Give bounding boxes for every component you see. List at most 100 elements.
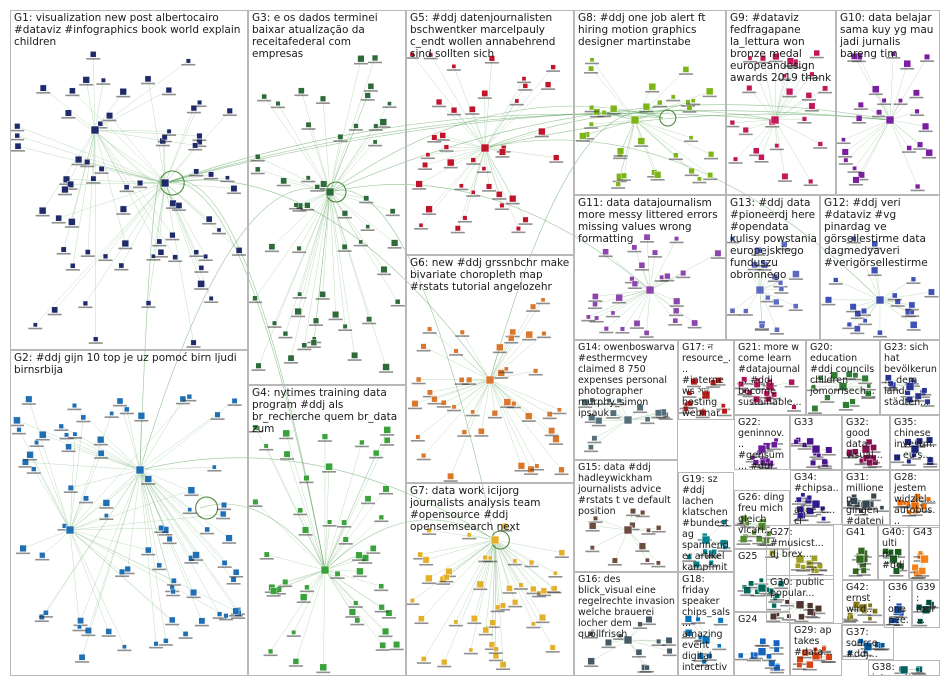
user-node[interactable]	[721, 519, 727, 525]
user-node[interactable]	[481, 166, 487, 171]
user-node[interactable]	[453, 348, 459, 354]
user-node[interactable]	[364, 92, 371, 99]
user-node[interactable]	[341, 210, 348, 217]
user-node[interactable]	[198, 617, 206, 625]
user-node[interactable]	[365, 224, 370, 229]
user-node[interactable]	[327, 519, 333, 525]
user-node[interactable]	[741, 376, 748, 383]
user-node[interactable]	[784, 599, 790, 605]
user-node[interactable]	[672, 317, 679, 324]
user-node[interactable]	[225, 175, 230, 180]
user-node[interactable]	[427, 389, 433, 396]
user-node[interactable]	[503, 398, 511, 406]
user-node[interactable]	[539, 614, 546, 621]
user-node[interactable]	[389, 208, 396, 214]
user-node[interactable]	[813, 647, 818, 652]
user-node[interactable]	[637, 621, 643, 627]
user-node[interactable]	[373, 449, 380, 457]
user-node[interactable]	[833, 277, 839, 283]
user-node[interactable]	[688, 167, 695, 174]
user-node[interactable]	[906, 145, 912, 151]
user-node[interactable]	[489, 619, 496, 626]
user-node[interactable]	[356, 567, 364, 575]
user-node[interactable]	[814, 568, 820, 574]
user-node[interactable]	[166, 128, 172, 134]
user-node[interactable]	[896, 499, 904, 506]
user-node[interactable]	[538, 127, 546, 136]
user-node[interactable]	[759, 323, 765, 329]
user-node[interactable]	[425, 574, 433, 582]
user-node[interactable]	[319, 291, 326, 298]
user-node[interactable]	[415, 376, 422, 383]
user-node[interactable]	[32, 322, 38, 328]
user-node[interactable]	[366, 316, 373, 323]
user-node[interactable]	[14, 142, 22, 150]
user-node[interactable]	[493, 646, 499, 652]
user-node[interactable]	[857, 638, 864, 644]
user-node[interactable]	[753, 381, 761, 388]
user-node[interactable]	[861, 374, 869, 382]
user-node[interactable]	[893, 454, 901, 461]
hub-node[interactable]	[485, 375, 495, 385]
user-node[interactable]	[90, 51, 97, 58]
user-node[interactable]	[854, 310, 862, 317]
user-node[interactable]	[39, 552, 46, 559]
user-node[interactable]	[64, 109, 72, 117]
user-node[interactable]	[359, 439, 365, 446]
user-node[interactable]	[925, 599, 933, 606]
user-node[interactable]	[659, 274, 664, 280]
user-node[interactable]	[771, 273, 778, 280]
user-node[interactable]	[915, 183, 921, 190]
user-node[interactable]	[602, 248, 609, 255]
user-node[interactable]	[588, 522, 597, 530]
user-node[interactable]	[425, 205, 433, 213]
user-node[interactable]	[518, 582, 524, 588]
user-node[interactable]	[630, 508, 636, 514]
user-node[interactable]	[717, 643, 722, 649]
user-node[interactable]	[540, 297, 546, 303]
user-node[interactable]	[773, 646, 780, 653]
user-node[interactable]	[230, 185, 238, 192]
user-node[interactable]	[221, 502, 227, 508]
user-node[interactable]	[769, 550, 775, 556]
user-node[interactable]	[751, 530, 757, 536]
user-node[interactable]	[893, 567, 900, 575]
user-node[interactable]	[216, 611, 223, 617]
user-node[interactable]	[773, 639, 780, 647]
user-node[interactable]	[102, 253, 109, 259]
user-node[interactable]	[60, 246, 67, 253]
user-node[interactable]	[811, 555, 818, 562]
user-node[interactable]	[342, 323, 348, 329]
user-node[interactable]	[478, 428, 485, 435]
user-node[interactable]	[620, 326, 625, 332]
user-node[interactable]	[917, 618, 924, 625]
user-node[interactable]	[119, 205, 127, 213]
user-node[interactable]	[305, 121, 312, 128]
user-node[interactable]	[124, 565, 131, 573]
user-node[interactable]	[395, 299, 401, 305]
user-node[interactable]	[494, 604, 501, 611]
user-node[interactable]	[861, 308, 867, 314]
user-node[interactable]	[51, 306, 58, 314]
hub-node[interactable]	[861, 499, 871, 509]
user-node[interactable]	[774, 143, 780, 149]
user-node[interactable]	[680, 270, 687, 277]
user-node[interactable]	[635, 648, 643, 656]
user-node[interactable]	[470, 615, 478, 622]
user-node[interactable]	[595, 417, 603, 425]
user-node[interactable]	[387, 101, 392, 106]
user-node[interactable]	[633, 320, 641, 327]
hub-node[interactable]	[893, 605, 903, 615]
user-node[interactable]	[918, 550, 923, 556]
user-node[interactable]	[530, 585, 537, 593]
user-node[interactable]	[916, 604, 923, 611]
user-node[interactable]	[708, 560, 714, 566]
user-node[interactable]	[801, 116, 807, 122]
user-node[interactable]	[78, 654, 86, 661]
user-node[interactable]	[116, 397, 124, 405]
user-node[interactable]	[927, 456, 934, 463]
user-node[interactable]	[911, 564, 919, 571]
user-node[interactable]	[751, 261, 758, 269]
user-node[interactable]	[817, 562, 823, 569]
user-node[interactable]	[686, 390, 693, 396]
